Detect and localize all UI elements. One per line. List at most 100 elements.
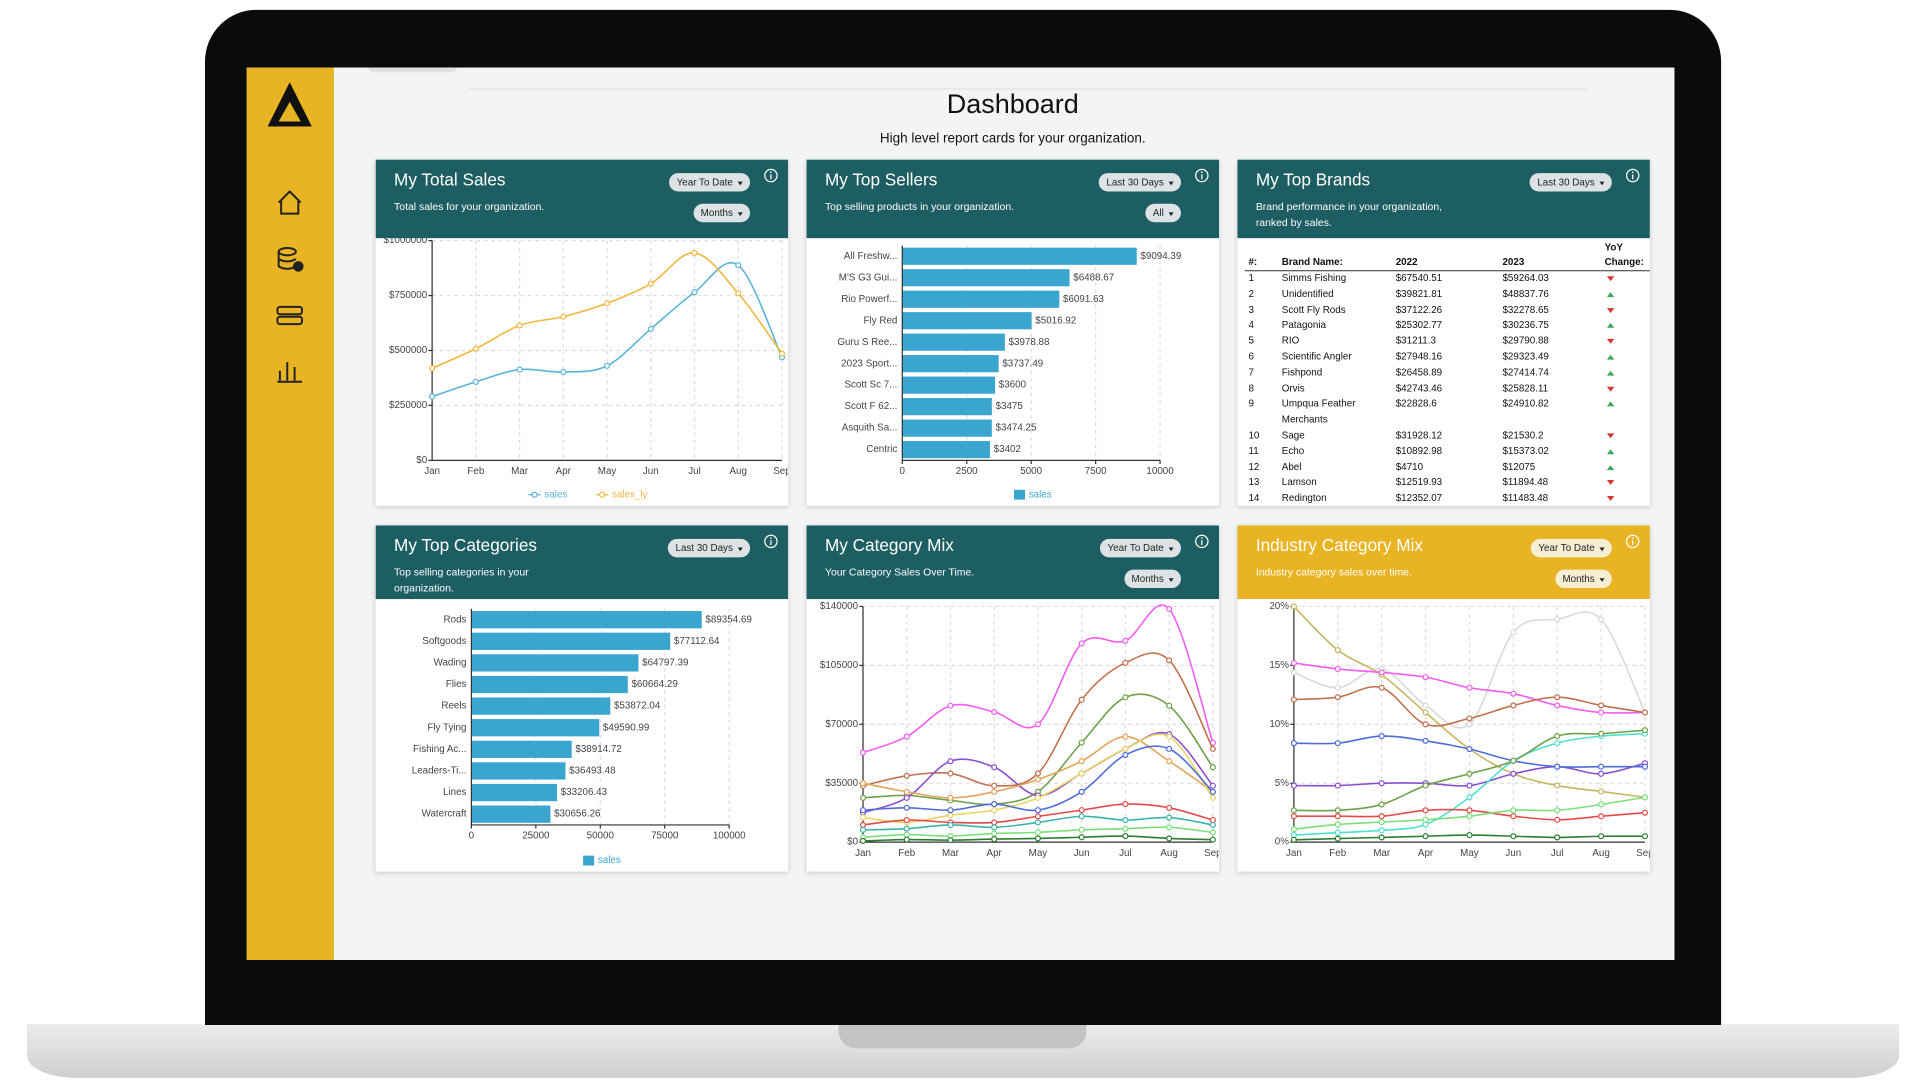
value-label: $3474.25 [996,423,1037,434]
point [1290,603,1297,610]
card-header: My Category Mix Your Category Sales Over … [806,525,1220,600]
dropdown-button[interactable]: Year To Date [669,173,751,192]
trend-cell [1601,444,1650,460]
legend-swatch [583,855,595,866]
x-tick-label: May [1029,848,1048,859]
dropdown-button[interactable]: Last 30 Days [668,538,751,558]
point [1554,702,1561,709]
database-icon[interactable] [277,246,297,257]
dropdown-button[interactable]: Year To Date [1100,538,1181,558]
info-icon[interactable] [764,534,779,549]
point [1598,770,1605,777]
table-cell: $26458.89 [1395,366,1443,378]
dropdown-button[interactable]: Last 30 Days [1529,173,1612,192]
category-label: Lines [443,787,467,798]
point [1554,740,1561,747]
point [1422,807,1429,814]
info-icon[interactable] [1194,168,1209,183]
trend-cell [1601,381,1650,397]
table-row: 4 Patagonia $25302.77 $30236.75 [1245,318,1650,334]
point [1422,782,1429,789]
y-tick-label: $250000 [389,400,428,411]
point [1122,751,1129,758]
point [859,826,867,833]
point [516,366,523,373]
trend-icon [1607,291,1615,297]
point [1510,813,1517,820]
table-cell: 11 [1248,445,1259,457]
value-label: $60664.29 [631,679,677,690]
point [1290,659,1297,667]
info-icon[interactable] [1625,168,1640,183]
table-cell: 5 [1248,335,1254,347]
y-tick-label: 10% [1269,719,1289,730]
dropdown-button[interactable]: Last 30 Days [1099,173,1181,192]
server-icon[interactable] [276,305,303,316]
point [947,770,954,777]
bar [471,783,558,802]
chart: 0 2500 5000 7500 10000 All Freshw... $9094.39 M… [837,245,1181,500]
point [991,782,998,789]
table-cell: $15373.02 [1502,445,1549,457]
trend-cell [1601,318,1650,334]
point [1598,763,1605,770]
point [1078,788,1085,795]
dropdown-button[interactable]: All [1145,203,1181,223]
home-icon[interactable] [277,190,302,215]
point [1466,813,1473,820]
x-tick-label: Feb [898,848,915,859]
point [1034,794,1042,801]
point [1466,831,1473,839]
point [516,322,523,329]
dropdown-button[interactable]: Months [1555,569,1612,589]
point [859,780,867,787]
table-cell: 6 [1248,351,1254,363]
bar [902,376,996,394]
dropdown-button[interactable]: Months [1124,569,1181,589]
table-cell: $12075 [1502,461,1536,473]
point [603,300,611,307]
dropdown-label: Last 30 Days [675,542,733,554]
page-subtitle: High level report cards for your organiz… [879,131,1146,147]
dropdown-button[interactable]: Months [693,203,751,223]
table-cell: $29323.49 [1502,351,1549,363]
point [991,836,998,843]
trend-cell [1601,350,1650,366]
value-label: $6091.63 [1063,294,1104,305]
card-title: My Top Brands [1255,169,1371,190]
point [560,368,567,376]
card: My Top Categories Top selling categories … [375,525,789,872]
table-cell: $12352.07 [1395,492,1443,504]
point [1554,816,1561,823]
dropdown-button[interactable]: Year To Date [1531,538,1612,558]
point [1166,745,1173,752]
legend-swatch [1013,489,1026,500]
value-label: $5016.92 [1035,315,1076,326]
point [1510,757,1517,764]
category-label: Guru S Ree... [837,337,897,348]
point [1334,684,1341,691]
table-row: 9 Umpqua Feather Merchants $22828.6 $24910.… [1245,397,1650,428]
card-description: Industry category sales over time. [1255,565,1412,579]
card: My Category Mix Your Category Sales Over … [806,525,1220,872]
point [1422,702,1429,709]
info-icon[interactable] [1194,534,1209,549]
point [1166,657,1173,664]
info-icon[interactable] [764,168,779,183]
x-tick-label: Jul [1551,848,1564,859]
x-tick-label: Sep [1636,848,1650,859]
info-icon[interactable] [1625,534,1640,549]
chart-icon[interactable] [277,362,302,383]
point [1209,788,1216,795]
column-header: 2023 [1498,240,1601,272]
trend-icon [1607,386,1615,392]
table-cell: Scientific Angler [1281,351,1352,363]
trend-icon [1607,480,1615,486]
info-dot [1631,171,1634,174]
x-tick-label: 75000 [651,831,679,842]
point [1290,807,1297,814]
bar [471,719,600,737]
point [1378,732,1385,740]
legend-label: sales [544,489,567,500]
x-tick-label: May [1460,848,1479,859]
